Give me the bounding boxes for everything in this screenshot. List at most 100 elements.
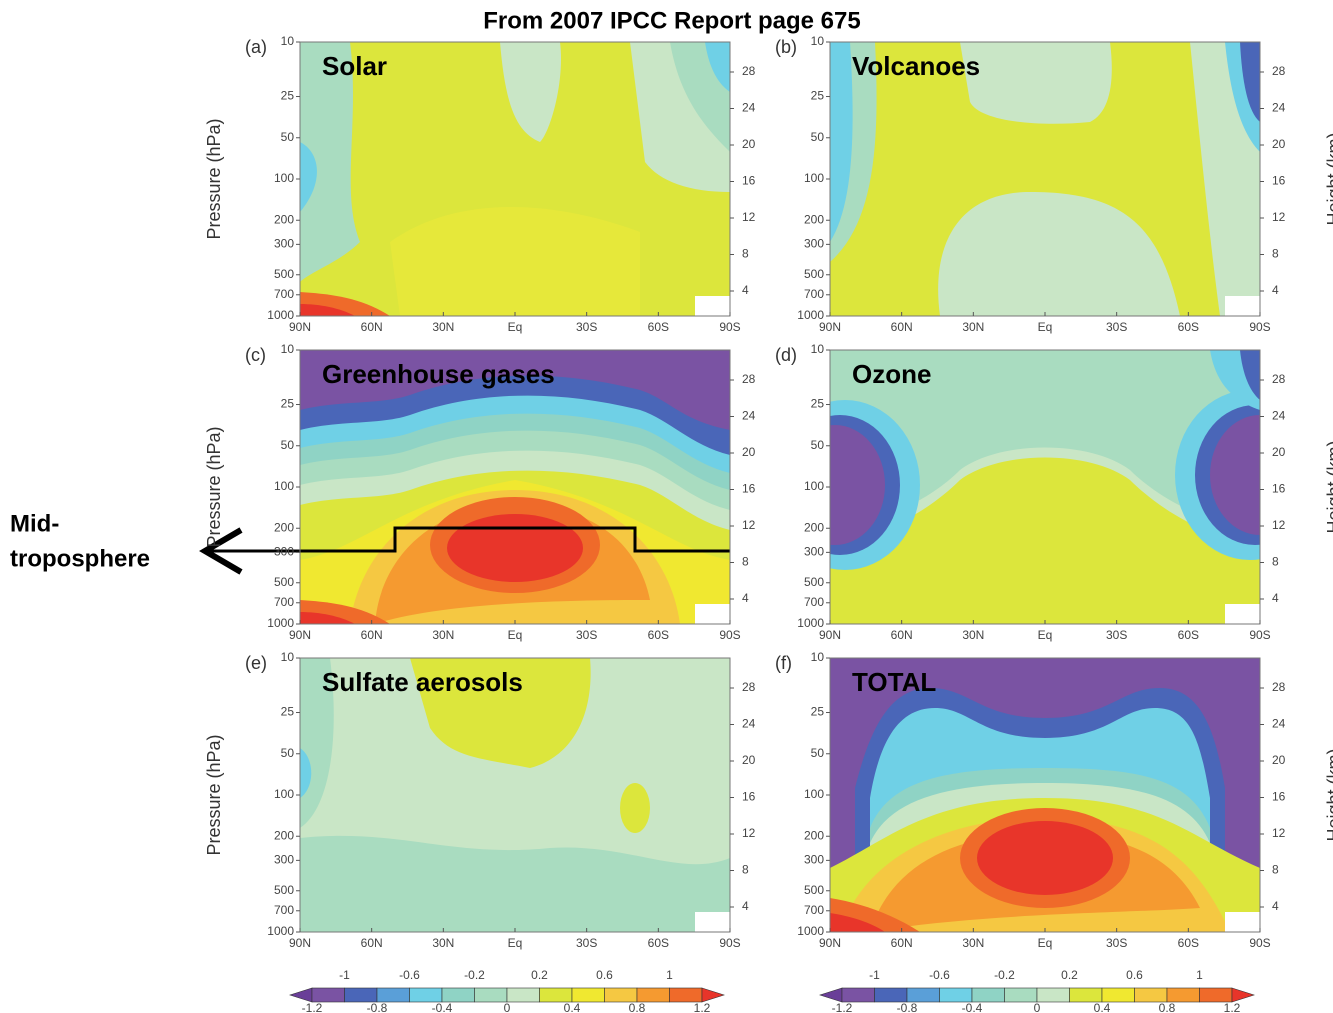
pressure-tick-label: 10: [811, 342, 825, 356]
panel-title: Sulfate aerosols: [322, 667, 523, 697]
colorbar-cell: [1069, 987, 1103, 1003]
latitude-tick-label: Eq: [1038, 628, 1053, 642]
colorbar-label: 0.6: [596, 968, 613, 982]
colorbar-cell: [906, 987, 940, 1003]
latitude-tick-label: 90N: [819, 628, 841, 642]
panel-letter: (e): [245, 653, 267, 673]
latitude-tick-label: 30S: [1106, 628, 1127, 642]
latitude-tick-label: 60S: [1178, 320, 1199, 334]
latitude-tick-label: 30N: [432, 320, 454, 334]
pressure-tick-label: 25: [811, 89, 825, 103]
pressure-tick-label: 500: [804, 575, 824, 589]
panel-title: Volcanoes: [852, 51, 980, 81]
pressure-tick-label: 700: [804, 903, 824, 917]
latitude-tick-label: 90S: [719, 936, 740, 950]
colorbar-cell: [669, 987, 703, 1003]
pressure-tick-label: 300: [804, 237, 824, 251]
pressure-tick-label: 50: [811, 746, 825, 760]
latitude-tick-label: 90N: [289, 936, 311, 950]
pressure-tick-label: 100: [274, 479, 294, 493]
panel: (e) Sulfate aerosols 10 25 50 100 200 300 500 700…: [204, 650, 756, 950]
y2-axis-title: Height (km): [1324, 440, 1333, 533]
colorbar-label: -0.8: [897, 1001, 918, 1013]
pressure-tick-label: 700: [804, 287, 824, 301]
colorbar-cell: [636, 987, 670, 1003]
colorbar-label: 0.2: [1061, 968, 1078, 982]
colorbar-label: 1: [666, 968, 673, 982]
height-tick-label: 16: [1272, 174, 1286, 188]
latitude-tick-label: 30N: [962, 936, 984, 950]
pressure-tick-label: 100: [804, 787, 824, 801]
latitude-tick-label: 60N: [891, 320, 913, 334]
height-tick-label: 12: [742, 210, 756, 224]
pressure-tick-label: 500: [804, 267, 824, 281]
panel-title: Ozone: [852, 359, 931, 389]
pressure-tick-label: 50: [811, 438, 825, 452]
height-tick-label: 16: [1272, 790, 1286, 804]
colorbar-label: 0.8: [629, 1001, 646, 1013]
pressure-tick-label: 50: [281, 438, 295, 452]
latitude-tick-label: 60N: [891, 936, 913, 950]
latitude-tick-label: 30S: [576, 628, 597, 642]
panel: (f) TOTAL 10 25 50 100 200 300 500 700 1000 28 24 20 1…: [775, 650, 1333, 950]
pressure-tick-label: 200: [274, 828, 294, 842]
height-tick-label: 8: [1272, 247, 1279, 261]
colorbar-label: -0.2: [464, 968, 485, 982]
annotation: Mid-: [10, 510, 59, 537]
pressure-tick-label: 500: [274, 575, 294, 589]
colorbar-label: -1: [339, 968, 350, 982]
pressure-tick-label: 10: [281, 650, 295, 664]
latitude-tick-label: 30N: [432, 628, 454, 642]
pressure-tick-label: 200: [274, 212, 294, 226]
pressure-tick-label: 50: [281, 130, 295, 144]
height-tick-label: 8: [742, 555, 749, 569]
height-tick-label: 28: [742, 372, 756, 386]
latitude-tick-label: 60N: [361, 936, 383, 950]
colorbar-cell: [971, 987, 1005, 1003]
pressure-tick-label: 1000: [797, 924, 824, 938]
colorbar-label: -0.4: [432, 1001, 453, 1013]
colorbar-label: 1.2: [1224, 1001, 1241, 1013]
pressure-tick-label: 25: [811, 397, 825, 411]
panel-title: TOTAL: [852, 667, 936, 697]
height-tick-label: 4: [1272, 591, 1279, 605]
colorbar-end: [701, 987, 725, 1003]
pressure-tick-label: 500: [804, 883, 824, 897]
latitude-tick-label: 90S: [719, 628, 740, 642]
colorbar-cell: [409, 987, 443, 1003]
colorbar-cell: [939, 987, 973, 1003]
colorbar-cell: [344, 987, 378, 1003]
pressure-tick-label: 700: [804, 595, 824, 609]
figure-title: From 2007 IPCC Report page 675: [483, 7, 860, 34]
latitude-tick-label: Eq: [1038, 320, 1053, 334]
height-tick-label: 24: [1272, 409, 1286, 423]
y-axis-title: Pressure (hPa): [204, 118, 224, 239]
height-tick-label: 16: [742, 174, 756, 188]
panel: (d) Ozone 10 25 50 100 200 300 500 700 1000 28 24 20 1…: [775, 342, 1333, 642]
latitude-tick-label: 30S: [576, 320, 597, 334]
colorbar-label: -1.2: [302, 1001, 323, 1013]
pressure-tick-label: 200: [804, 212, 824, 226]
latitude-tick-label: Eq: [508, 628, 523, 642]
pressure-tick-label: 10: [811, 650, 825, 664]
colorbar-label: 0.4: [1094, 1001, 1111, 1013]
height-tick-label: 8: [742, 863, 749, 877]
height-tick-label: 12: [742, 518, 756, 532]
height-tick-label: 4: [742, 899, 749, 913]
height-tick-label: 16: [742, 482, 756, 496]
latitude-tick-label: 90N: [819, 320, 841, 334]
pressure-tick-label: 25: [281, 89, 295, 103]
height-tick-label: 4: [742, 283, 749, 297]
pressure-tick-label: 1000: [797, 308, 824, 322]
pressure-tick-label: 10: [281, 34, 295, 48]
pressure-tick-label: 300: [274, 545, 294, 559]
height-tick-label: 24: [1272, 101, 1286, 115]
height-tick-label: 24: [742, 409, 756, 423]
colorbar-cell: [1036, 987, 1070, 1003]
pressure-tick-label: 300: [274, 853, 294, 867]
colorbar-label: 0.8: [1159, 1001, 1176, 1013]
latitude-tick-label: 60S: [648, 320, 669, 334]
pressure-tick-label: 300: [804, 853, 824, 867]
